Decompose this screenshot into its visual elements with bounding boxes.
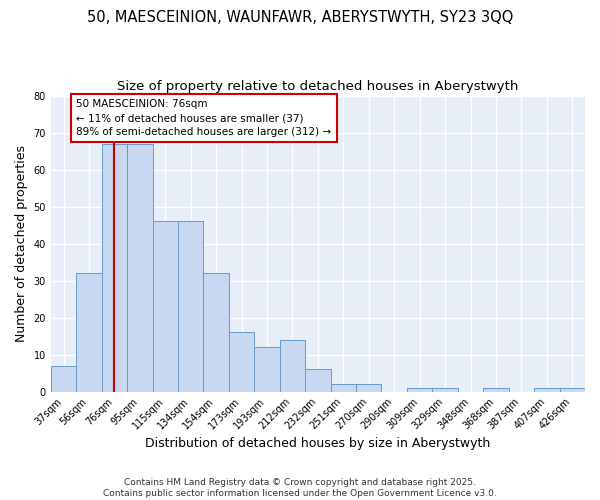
Bar	[127, 144, 152, 392]
Bar	[433, 388, 458, 392]
Bar	[560, 388, 585, 392]
Text: Contains HM Land Registry data © Crown copyright and database right 2025.
Contai: Contains HM Land Registry data © Crown c…	[103, 478, 497, 498]
Text: 50, MAESCEINION, WAUNFAWR, ABERYSTWYTH, SY23 3QQ: 50, MAESCEINION, WAUNFAWR, ABERYSTWYTH, …	[87, 10, 513, 25]
Bar	[203, 273, 229, 392]
Bar	[101, 144, 127, 392]
Bar	[229, 332, 254, 392]
Bar	[280, 340, 305, 392]
Bar	[254, 348, 280, 392]
Bar	[76, 273, 101, 392]
X-axis label: Distribution of detached houses by size in Aberystwyth: Distribution of detached houses by size …	[145, 437, 491, 450]
Y-axis label: Number of detached properties: Number of detached properties	[15, 145, 28, 342]
Bar	[483, 388, 509, 392]
Title: Size of property relative to detached houses in Aberystwyth: Size of property relative to detached ho…	[117, 80, 518, 93]
Bar	[305, 370, 331, 392]
Bar	[407, 388, 433, 392]
Text: 50 MAESCEINION: 76sqm
← 11% of detached houses are smaller (37)
89% of semi-deta: 50 MAESCEINION: 76sqm ← 11% of detached …	[76, 100, 331, 138]
Bar	[152, 222, 178, 392]
Bar	[534, 388, 560, 392]
Bar	[51, 366, 76, 392]
Bar	[178, 222, 203, 392]
Bar	[331, 384, 356, 392]
Bar	[356, 384, 382, 392]
